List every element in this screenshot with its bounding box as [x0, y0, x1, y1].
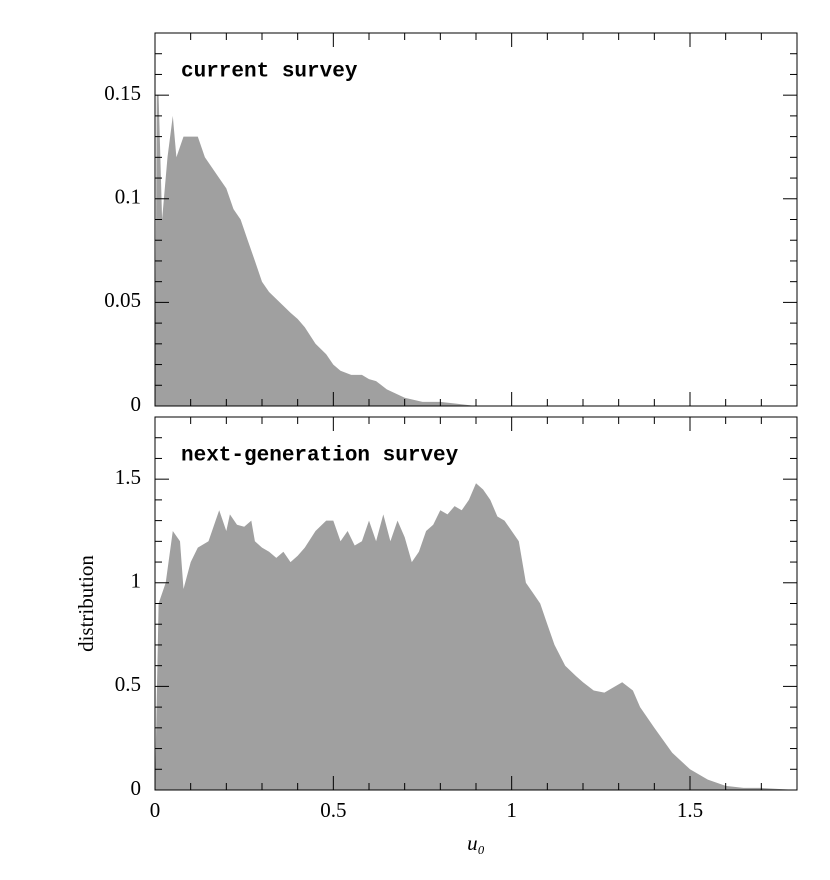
annotation: next-generation survey	[181, 445, 459, 468]
y-tick-label: 0.15	[104, 81, 141, 105]
area	[155, 483, 797, 790]
x-tick-label: 1	[506, 798, 517, 822]
y-tick-label: 0.05	[104, 288, 141, 312]
y-axis-label: distribution	[74, 555, 98, 652]
area	[155, 95, 797, 406]
y-tick-label: 0.1	[115, 185, 141, 209]
y-tick-label: 0.5	[115, 672, 141, 696]
y-tick-label: 1	[131, 569, 142, 593]
y-tick-label: 0	[131, 776, 142, 800]
y-tick-label: 0	[131, 392, 142, 416]
annotation: current survey	[181, 61, 358, 84]
x-tick-label: 1.5	[677, 798, 703, 822]
x-tick-label: 0.5	[320, 798, 346, 822]
x-tick-label: 0	[150, 798, 161, 822]
y-tick-label: 1.5	[115, 465, 141, 489]
x-axis-label: u₀	[467, 831, 485, 855]
